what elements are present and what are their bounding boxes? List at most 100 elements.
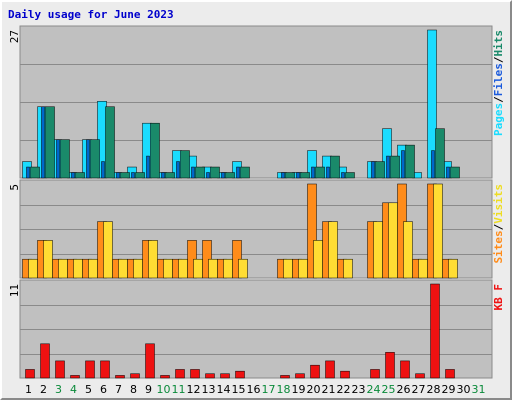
bar-sites-day-28: [433, 183, 443, 279]
bar-kbf-day-26: [400, 360, 410, 379]
bar-kbf-day-18: [280, 375, 290, 379]
bar-kbf-day-27: [415, 373, 425, 379]
bar-kbf-day-5: [85, 360, 95, 379]
bar-sites-day-7: [118, 258, 128, 279]
x-tick-day-17: 17: [262, 383, 276, 396]
bar-sites-day-6: [103, 221, 113, 279]
bar-sites-day-27: [418, 258, 428, 279]
bar-sites-day-26: [403, 221, 413, 279]
bar-pages-day-12: [195, 166, 205, 179]
x-tick-day-16: 16: [247, 383, 261, 396]
legend-traffic: Pages/Files/Hits: [492, 30, 505, 136]
bar-sites-day-13: [208, 258, 218, 279]
bar-kbf-day-7: [115, 375, 125, 379]
bar-kbf-day-1: [25, 369, 35, 379]
bar-pages-day-18: [285, 172, 295, 179]
bar-sites-day-24: [373, 221, 383, 279]
bar-pages-day-5: [90, 139, 100, 179]
ymax-label-visitors: 5: [8, 184, 21, 191]
bar-sites-day-4: [73, 258, 83, 279]
bar-files-day-11: [176, 161, 180, 179]
bar-files-day-24: [371, 161, 375, 179]
legend-item-traffic-1: Pages: [492, 103, 505, 136]
bar-files-day-21: [326, 166, 330, 179]
x-tick-day-13: 13: [202, 383, 216, 396]
bar-sites-day-21: [328, 221, 338, 279]
bar-files-day-25: [386, 155, 390, 179]
x-tick-day-2: 2: [40, 383, 47, 396]
bar-files-day-19: [296, 172, 300, 179]
legend-item-traffic-4: /: [492, 56, 505, 63]
legend-item-traffic-2: /: [492, 96, 505, 103]
bar-kbf-day-20: [310, 364, 320, 379]
legend-item-visitors-1: Sites: [492, 230, 505, 263]
chart-title: Daily usage for June 2023: [8, 8, 174, 21]
bar-pages-day-20: [315, 166, 325, 179]
bar-pages-day-9: [150, 122, 160, 179]
x-tick-day-7: 7: [115, 383, 122, 396]
x-tick-day-18: 18: [277, 383, 291, 396]
bar-sites-day-25: [388, 202, 398, 279]
bar-sites-day-18: [283, 258, 293, 279]
legend-item-traffic-3: Files: [492, 63, 505, 96]
legend-item-volume-1: KB F: [492, 284, 505, 311]
bar-files-day-8: [131, 172, 135, 179]
bar-files-day-2: [41, 106, 45, 179]
bar-files-day-5: [86, 139, 90, 179]
x-tick-day-8: 8: [130, 383, 137, 396]
x-tick-day-27: 27: [412, 383, 426, 396]
bar-sites-day-11: [178, 258, 188, 279]
bar-sites-day-10: [163, 258, 173, 279]
bar-pages-day-2: [45, 106, 55, 179]
x-tick-day-25: 25: [382, 383, 396, 396]
bar-visits-day-20: [307, 183, 317, 279]
bar-pages-day-11: [180, 150, 190, 179]
bar-files-day-7: [116, 172, 120, 179]
bar-sites-day-8: [133, 258, 143, 279]
x-tick-day-31: 31: [472, 383, 486, 396]
bar-files-day-14: [221, 172, 225, 179]
bar-kbf-day-3: [55, 360, 65, 379]
bar-sites-day-1: [28, 258, 38, 279]
legend-item-visitors-3: Visits: [492, 184, 505, 224]
x-tick-day-6: 6: [100, 383, 107, 396]
x-tick-day-11: 11: [172, 383, 186, 396]
legend-volume: KB F: [492, 284, 505, 311]
bar-kbf-day-14: [220, 373, 230, 379]
x-tick-day-19: 19: [292, 383, 306, 396]
x-tick-day-30: 30: [457, 383, 471, 396]
bar-files-day-20: [311, 166, 315, 179]
bar-files-day-28: [431, 150, 435, 179]
bar-pages-day-4: [75, 172, 85, 179]
bar-kbf-day-22: [340, 370, 350, 379]
bar-files-day-1: [26, 166, 30, 179]
legend-item-visitors-2: /: [492, 223, 505, 230]
bar-pages-day-3: [60, 139, 70, 179]
bar-kbf-day-9: [145, 343, 155, 379]
bar-kbf-day-12: [190, 369, 200, 379]
bar-kbf-day-15: [235, 370, 245, 379]
bar-files-day-15: [236, 166, 240, 179]
bar-kbf-day-25: [385, 352, 395, 379]
bar-pages-day-15: [240, 166, 250, 179]
bar-files-day-9: [146, 155, 150, 179]
bar-pages-day-25: [390, 155, 400, 179]
ymax-label-volume: 11: [8, 284, 21, 297]
x-tick-day-3: 3: [55, 383, 62, 396]
x-tick-day-29: 29: [442, 383, 456, 396]
bar-kbf-day-28: [430, 283, 440, 379]
bar-pages-day-28: [435, 128, 445, 179]
bar-kbf-day-6: [100, 360, 110, 379]
bar-files-day-3: [56, 139, 60, 179]
bar-kbf-day-2: [40, 343, 50, 379]
x-tick-day-12: 12: [187, 383, 201, 396]
bar-sites-day-5: [88, 258, 98, 279]
ymax-label-traffic: 27: [8, 30, 21, 43]
legend-visitors: Sites/Visits: [492, 184, 505, 264]
bar-sites-day-2: [43, 240, 53, 279]
bar-pages-day-19: [300, 172, 310, 179]
bar-files-day-22: [341, 172, 345, 179]
x-tick-day-15: 15: [232, 383, 246, 396]
bar-kbf-day-10: [160, 375, 170, 379]
bar-kbf-day-13: [205, 373, 215, 379]
